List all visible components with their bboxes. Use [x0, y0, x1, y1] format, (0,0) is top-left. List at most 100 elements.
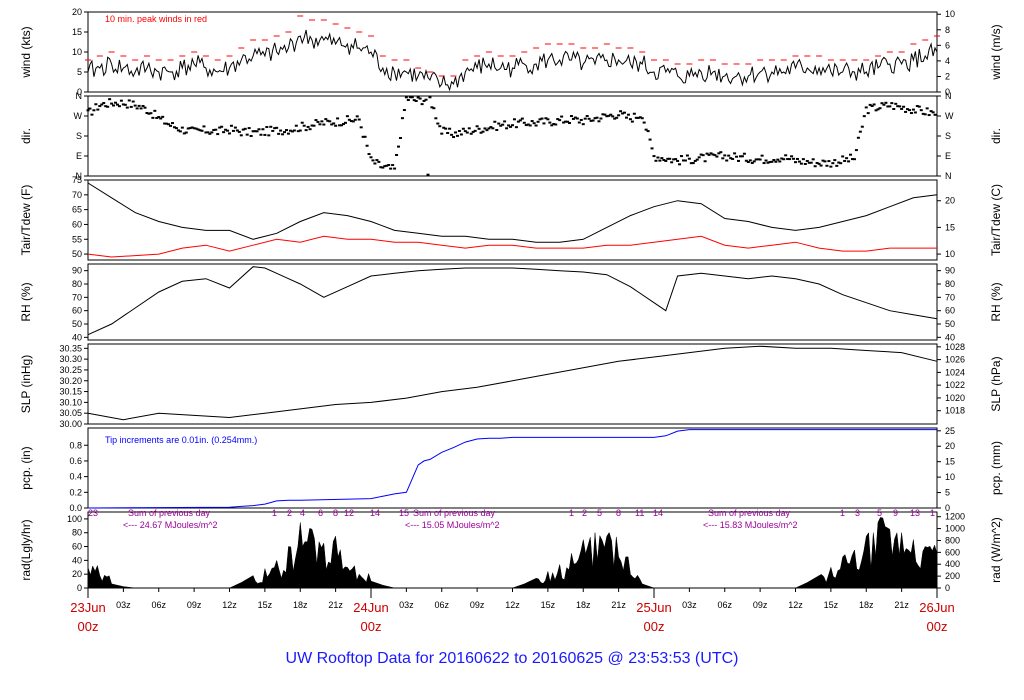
- direction-point: [874, 109, 878, 112]
- direction-point: [302, 124, 306, 127]
- direction-point: [729, 157, 733, 160]
- direction-point: [906, 108, 910, 111]
- direction-point: [792, 157, 796, 160]
- direction-point: [585, 115, 589, 118]
- direction-point: [611, 115, 615, 118]
- time-tick-label: 12z: [222, 600, 237, 610]
- direction-point: [224, 128, 228, 131]
- direction-point: [353, 118, 357, 121]
- right-tick-label-rh: 50: [945, 319, 955, 329]
- direction-point: [894, 102, 898, 105]
- rad-hour-mark: 13: [910, 508, 920, 518]
- direction-point: [306, 125, 310, 128]
- direction-point: [491, 127, 495, 130]
- direction-point: [253, 130, 257, 133]
- right-tick-label-wind: 0: [945, 87, 950, 97]
- direction-point: [797, 160, 801, 163]
- direction-point: [528, 124, 532, 127]
- direction-point: [642, 121, 646, 124]
- direction-point: [654, 159, 658, 162]
- direction-point: [114, 101, 118, 104]
- direction-point: [375, 159, 379, 162]
- direction-point: [514, 126, 518, 129]
- direction-point: [927, 114, 931, 117]
- direction-point: [312, 124, 316, 127]
- direction-point: [850, 158, 854, 161]
- direction-point: [583, 117, 587, 120]
- left-tick-label-pcp: 0.0: [69, 503, 82, 513]
- direction-point: [397, 145, 401, 148]
- right-axis-label-pcp: pcp. (mm): [989, 441, 1003, 495]
- direction-point: [664, 159, 668, 162]
- direction-point: [591, 119, 595, 122]
- direction-point: [507, 124, 511, 127]
- direction-point: [737, 159, 741, 162]
- direction-point: [104, 105, 108, 108]
- direction-point: [198, 129, 202, 132]
- direction-point: [919, 109, 923, 112]
- direction-point: [119, 99, 123, 102]
- direction-point: [685, 154, 689, 157]
- right-tick-label-slp: 1028: [945, 342, 965, 352]
- direction-point: [668, 157, 672, 160]
- direction-point: [332, 122, 336, 125]
- direction-point: [343, 121, 347, 124]
- direction-point: [870, 105, 874, 108]
- left-tick-label-temp: 70: [72, 190, 82, 200]
- left-tick-label-wind: 10: [72, 47, 82, 57]
- direction-point: [452, 136, 456, 139]
- left-tick-label-pcp: 0.2: [69, 487, 82, 497]
- direction-point: [607, 114, 611, 117]
- direction-point: [782, 158, 786, 161]
- direction-point: [481, 130, 485, 133]
- direction-point: [831, 162, 835, 165]
- direction-point: [495, 128, 499, 131]
- direction-point: [450, 133, 454, 136]
- direction-point: [398, 136, 402, 139]
- direction-point: [868, 103, 872, 106]
- day-hour-label: 00z: [644, 619, 665, 634]
- direction-point: [678, 163, 682, 166]
- direction-point: [735, 155, 739, 158]
- direction-point: [110, 102, 114, 105]
- direction-point: [807, 161, 811, 164]
- direction-point: [196, 128, 200, 131]
- direction-point: [715, 155, 719, 158]
- direction-point: [237, 130, 241, 133]
- direction-point: [762, 162, 766, 165]
- time-tick-label: 15z: [824, 600, 839, 610]
- rad-hour-mark: 8: [333, 508, 338, 518]
- direction-point: [257, 128, 261, 131]
- direction-point: [235, 129, 239, 132]
- left-tick-label-rad: 80: [72, 528, 82, 538]
- right-tick-label-dir: N: [945, 91, 952, 101]
- direction-point: [322, 123, 326, 126]
- panel-frame-slp: [87, 343, 938, 425]
- direction-point: [609, 113, 613, 116]
- direction-point: [304, 129, 308, 132]
- left-tick-label-rh: 80: [72, 279, 82, 289]
- direction-point: [599, 117, 603, 120]
- direction-point: [833, 159, 837, 162]
- direction-point: [340, 124, 344, 127]
- direction-point: [436, 122, 440, 125]
- direction-point: [703, 160, 707, 163]
- direction-point: [231, 129, 235, 132]
- direction-point: [882, 103, 886, 106]
- direction-point: [184, 131, 188, 134]
- direction-point: [752, 160, 756, 163]
- rad-annotation: <--- 15.83 MJoules/m^2: [703, 520, 798, 530]
- direction-point: [862, 115, 866, 118]
- direction-point: [778, 160, 782, 163]
- direction-point: [746, 161, 750, 164]
- left-tick-label-rh: 50: [72, 319, 82, 329]
- direction-point: [108, 98, 112, 101]
- direction-point: [448, 127, 452, 130]
- right-tick-label-rh: 90: [945, 266, 955, 276]
- direction-point: [271, 129, 275, 132]
- direction-point: [699, 153, 703, 156]
- direction-point: [143, 106, 147, 109]
- direction-point: [849, 153, 853, 156]
- left-tick-label-slp: 30.20: [59, 376, 82, 386]
- direction-point: [866, 112, 870, 115]
